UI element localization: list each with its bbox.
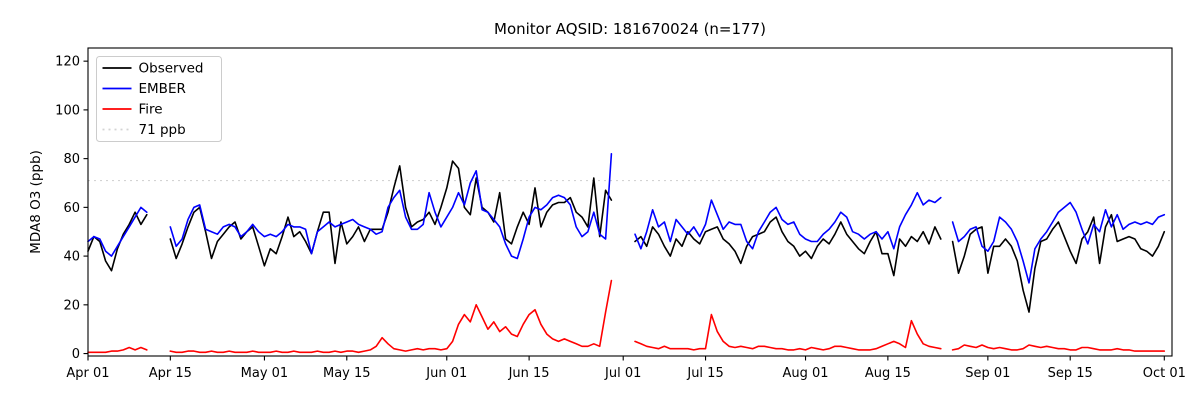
y-axis-label: MDA8 O3 (ppb)	[28, 150, 44, 254]
x-tick-label: Aug 15	[865, 366, 911, 381]
chart-title: Monitor AQSID: 181670024 (n=177)	[494, 20, 766, 38]
x-tick-label: Apr 15	[149, 366, 192, 381]
x-tick-label: Apr 01	[66, 366, 109, 381]
x-tick-label: Aug 01	[783, 366, 829, 381]
legend-label-observed: Observed	[139, 61, 204, 77]
legend-label-fire: Fire	[139, 102, 163, 118]
x-tick-label: Oct 01	[1143, 366, 1186, 381]
y-tick-label: 120	[55, 55, 80, 70]
y-tick-label: 40	[63, 250, 80, 265]
y-tick-label: 80	[63, 152, 80, 167]
y-tick-label: 20	[63, 298, 80, 313]
series-ember-line	[87, 153, 1166, 284]
legend-label-ember: EMBER	[139, 81, 186, 97]
x-tick-label: May 01	[241, 366, 289, 381]
series-observed-line	[87, 160, 1166, 313]
x-tick-label: Jul 15	[686, 366, 723, 381]
x-tick-label: Jun 01	[425, 366, 467, 381]
y-tick-label: 60	[63, 201, 80, 216]
x-tick-label: Jul 01	[604, 366, 641, 381]
plot-border	[87, 47, 1173, 357]
y-tick-label: 0	[72, 347, 80, 362]
x-tick-label: Sep 15	[1048, 366, 1093, 381]
y-tick-label: 100	[55, 103, 80, 118]
series-fire-line	[87, 279, 1166, 354]
legend-label-71-ppb: 71 ppb	[139, 122, 186, 138]
legend-box	[96, 56, 222, 142]
x-tick-label: Sep 01	[965, 366, 1010, 381]
x-tick-label: May 15	[323, 366, 371, 381]
x-tick-label: Jun 15	[508, 366, 550, 381]
